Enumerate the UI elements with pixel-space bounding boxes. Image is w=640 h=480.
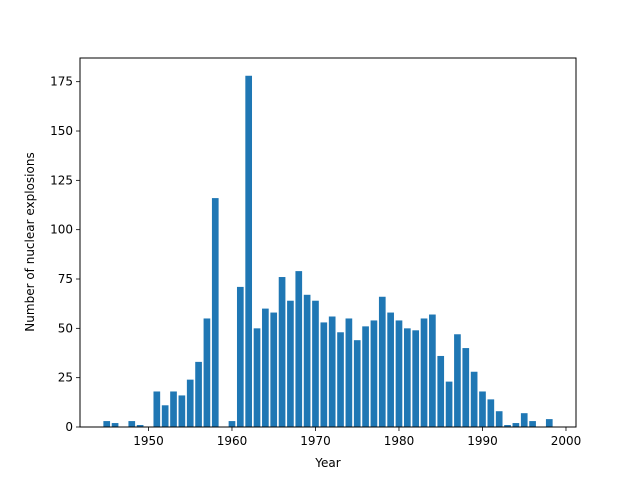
bar-1972 [328, 316, 336, 427]
x-axis: 1950 1960 1970 1980 1990 2000 [133, 427, 581, 448]
bar-1960 [228, 421, 236, 427]
bar-1977 [370, 320, 378, 427]
bar-1986 [445, 381, 453, 427]
y-tick-label: 50 [58, 321, 73, 335]
x-tick-label: 1950 [133, 434, 164, 448]
bar-1956 [195, 361, 202, 427]
bar-1975 [353, 340, 361, 427]
bar-1963 [253, 328, 261, 427]
bar-1953 [170, 391, 177, 427]
bar-1984 [429, 314, 436, 427]
bar-1969 [303, 294, 311, 427]
bar-1982 [412, 330, 420, 427]
bar-1993 [504, 425, 511, 427]
bar-1957 [203, 318, 211, 427]
bar-1980 [395, 320, 403, 427]
y-tick-label: 125 [50, 173, 73, 187]
bar-1985 [437, 355, 445, 427]
bar-1968 [295, 271, 303, 427]
bar-1976 [362, 326, 369, 427]
bar-1966 [278, 277, 286, 427]
bar-1967 [287, 300, 294, 427]
bar-1992 [495, 411, 503, 427]
bar-1948 [128, 421, 136, 427]
x-tick-label: 2000 [551, 434, 582, 448]
bar-1951 [153, 391, 161, 427]
bar-1995 [520, 413, 528, 427]
bar-1994 [512, 423, 520, 427]
bar-1978 [378, 296, 386, 427]
bar-1970 [312, 300, 319, 427]
x-tick-label: 1970 [300, 434, 331, 448]
bar-1965 [270, 312, 278, 427]
bar-1949 [136, 425, 144, 427]
bar-1983 [420, 318, 428, 427]
x-axis-label: Year [314, 456, 340, 470]
bar-1981 [403, 328, 411, 427]
y-tick-label: 0 [65, 420, 73, 434]
bar-1974 [345, 318, 353, 427]
bar-1964 [262, 308, 269, 427]
x-tick-label: 1990 [467, 434, 498, 448]
y-axis-label: Number of nuclear explosions [23, 152, 37, 331]
bar-1955 [186, 379, 194, 427]
bar-1991 [487, 399, 495, 427]
bar-1989 [470, 371, 478, 427]
y-axis: 0 25 50 75 100 125 150 175 [50, 75, 80, 434]
bar-1962 [245, 75, 253, 427]
y-tick-label: 175 [50, 75, 73, 89]
bar-1998 [545, 419, 553, 427]
bar-1945 [103, 421, 111, 427]
bar-1988 [462, 348, 470, 427]
bar-1954 [178, 395, 186, 427]
bar-1973 [337, 332, 344, 427]
bar-1971 [320, 322, 328, 427]
bars-group [103, 75, 553, 427]
bar-1958 [211, 198, 219, 427]
bar-1987 [454, 334, 461, 427]
bar-1952 [161, 405, 169, 427]
bar-1979 [387, 312, 394, 427]
bar-1996 [529, 421, 536, 427]
x-tick-label: 1980 [384, 434, 415, 448]
bar-1946 [111, 423, 119, 427]
bar-1990 [479, 391, 486, 427]
y-tick-label: 100 [50, 223, 73, 237]
plot-frame [79, 57, 577, 428]
y-tick-label: 25 [58, 371, 73, 385]
y-tick-label: 150 [50, 124, 73, 138]
y-tick-label: 75 [58, 272, 73, 286]
bar-1961 [236, 286, 244, 427]
x-tick-label: 1960 [217, 434, 248, 448]
